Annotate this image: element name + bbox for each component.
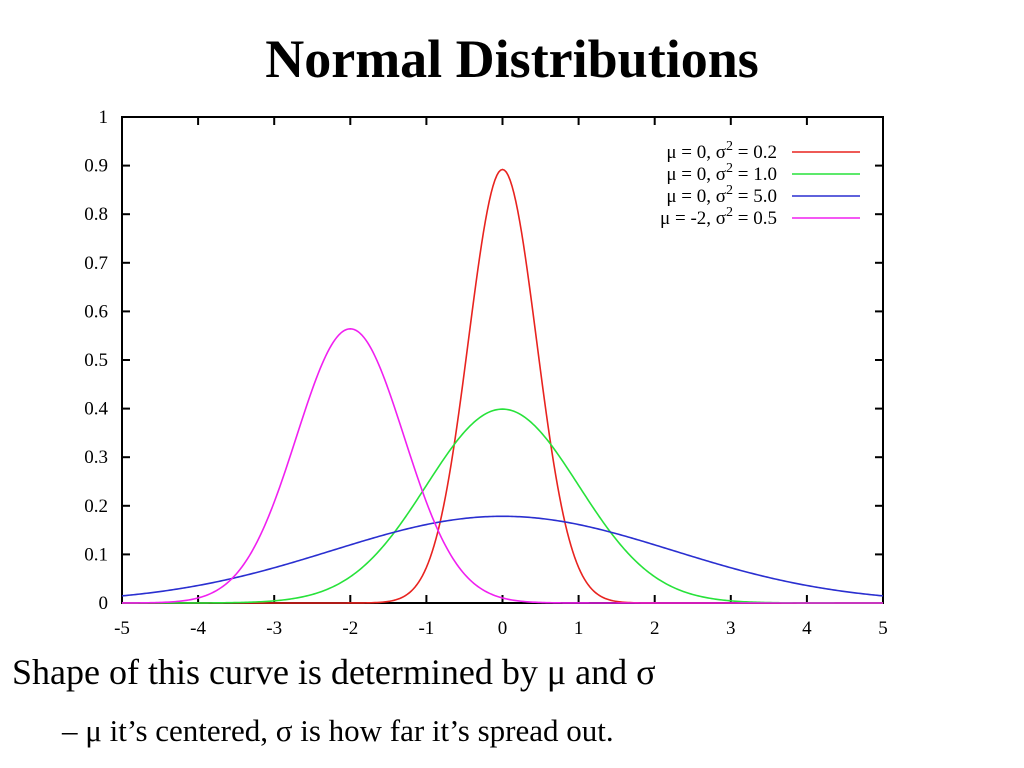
series-line-1 [122,168,883,604]
x-tick-label: -4 [190,618,206,639]
axis-ticks: -5 -4 -3 -2 -1 0 1 2 3 4 5 0 0.1 0.2 0.3 0.4 0.5 0.6 0.7 0.… [84,107,888,639]
legend-label-4: μ = -2, σ2 = 0.5 [660,205,777,229]
y-tick-label: 0.5 [84,350,108,371]
series-line-4 [121,327,883,604]
series-line-3 [121,515,884,597]
bullet-sub: – μ it’s centered, σ is how far it’s spr… [62,713,614,748]
bullet-main: Shape of this curve is determined by μ a… [12,652,656,692]
x-tick-label: -1 [418,618,434,639]
y-tick-label: 0.8 [84,204,108,225]
y-tick-label: 0.9 [84,156,108,177]
x-tick-label: 5 [878,618,888,639]
legend-label-2: μ = 0, σ2 = 1.0 [666,161,777,185]
x-tick-label: -3 [266,618,282,639]
y-tick-label: 0.6 [84,301,108,322]
chart-legend: μ = 0, σ2 = 0.2μ = 0, σ2 = 1.0μ = 0, σ2 … [660,139,860,229]
legend-label-1: μ = 0, σ2 = 0.2 [666,139,777,163]
x-tick-label: 4 [802,618,812,639]
x-tick-label: 3 [726,618,736,639]
y-tick-label: 0.4 [84,399,108,420]
y-tick-label: 0 [99,593,109,614]
y-tick-label: 1 [99,107,109,128]
slide-title: Normal Distributions [265,29,759,89]
x-tick-label: 0 [498,618,508,639]
legend-label-3: μ = 0, σ2 = 5.0 [666,183,777,207]
chart-series [121,168,884,604]
y-tick-label: 0.3 [84,447,108,468]
x-tick-label: 2 [650,618,660,639]
y-tick-label: 0.1 [84,544,108,565]
x-tick-label: -2 [342,618,358,639]
y-tick-label: 0.2 [84,496,108,517]
x-tick-label: -5 [114,618,130,639]
y-tick-label: 0.7 [84,253,108,274]
x-tick-label: 1 [574,618,584,639]
normal-distributions-chart: -5 -4 -3 -2 -1 0 1 2 3 4 5 0 0.1 0.2 0.3 0.4 0.5 0.6 0.7 0.… [84,107,888,639]
